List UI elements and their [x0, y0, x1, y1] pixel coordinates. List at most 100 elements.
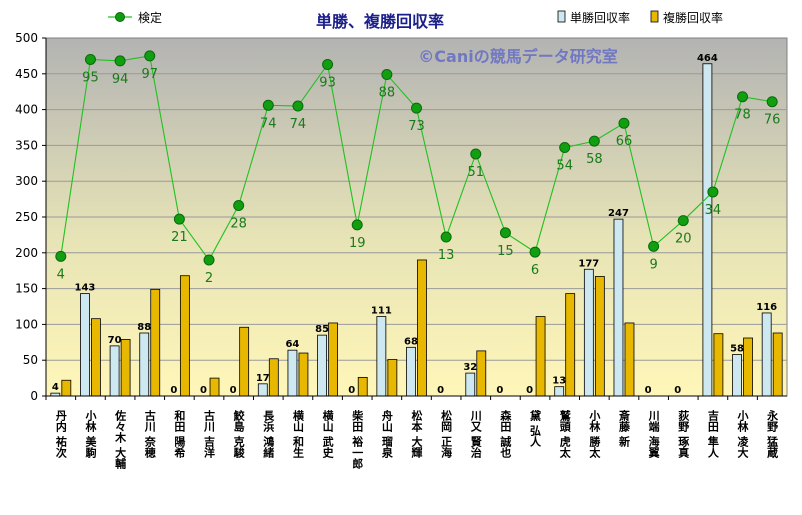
- bar-place: [417, 259, 427, 397]
- bar-win: [109, 345, 120, 397]
- line-point: [470, 148, 482, 160]
- bar-win: [554, 386, 565, 397]
- bar-place: [91, 318, 101, 397]
- bar-win: [139, 332, 150, 397]
- bar-win-data-label: 0: [526, 385, 533, 396]
- line-data-label: 2: [205, 271, 213, 286]
- bar-win-data-label: 68: [404, 336, 418, 347]
- x-tick-label: 和田 陽希: [173, 409, 187, 459]
- line-point: [618, 117, 630, 129]
- bar-win: [317, 334, 327, 397]
- line-data-label: 66: [616, 134, 633, 149]
- bar-win-data-label: 70: [108, 335, 122, 346]
- x-tick-label: 荻野 琢真: [677, 409, 690, 459]
- bar-win-data-label: 4: [52, 382, 59, 393]
- x-tick-label: 長浜 鴻緒: [262, 410, 275, 459]
- bar-win: [287, 349, 298, 397]
- y-tick-label: 250: [15, 210, 38, 224]
- y-tick-label: 450: [15, 67, 38, 81]
- chart-title: 単勝、複勝回収率: [316, 12, 444, 31]
- line-data-label: 73: [408, 119, 425, 134]
- bar-place: [565, 293, 576, 397]
- bar-win-data-label: 464: [697, 53, 718, 64]
- legend-item-win: 単勝回収率: [557, 10, 630, 25]
- line-data-label: 88: [379, 86, 396, 101]
- line-data-label: 9: [649, 257, 657, 272]
- line-data-label: 93: [319, 75, 336, 90]
- line-point: [588, 135, 600, 147]
- line-point: [440, 231, 452, 243]
- line-point: [351, 219, 363, 231]
- x-tick-label: 佐々木 大輔: [114, 409, 128, 470]
- bar-place: [150, 288, 161, 397]
- bar-place: [387, 359, 398, 397]
- bar-place: [624, 322, 635, 397]
- legend-swatch-place: [650, 10, 659, 23]
- line-point: [499, 227, 511, 239]
- x-tick-label: 横山 武史: [321, 409, 334, 459]
- x-tick-label: 吉田 隼人: [706, 409, 720, 458]
- x-tick-label: 鮫島 克駿: [232, 409, 245, 459]
- line-point: [529, 246, 541, 258]
- bar-win: [761, 312, 772, 397]
- bar-place: [61, 379, 72, 397]
- line-point: [737, 91, 749, 103]
- bar-win-data-label: 0: [496, 385, 503, 396]
- y-tick-label: 350: [15, 138, 38, 152]
- x-tick-label: 斎藤 新: [617, 409, 630, 448]
- bar-win-data-label: 247: [608, 208, 629, 219]
- line-point: [233, 200, 245, 212]
- line-point: [84, 53, 96, 65]
- line-point: [677, 215, 689, 227]
- bar-win: [80, 293, 90, 397]
- line-data-label: 51: [468, 165, 485, 180]
- y-tick-label: 200: [15, 246, 38, 260]
- line-data-label: 54: [556, 159, 573, 174]
- line-data-label: 13: [438, 248, 455, 263]
- x-tick-label: 小林 凌大: [736, 409, 750, 459]
- bar-win-data-label: 58: [730, 343, 744, 354]
- legend-line-marker: [115, 12, 125, 22]
- bar-place: [772, 332, 783, 397]
- line-data-label: 20: [675, 232, 692, 247]
- line-data-label: 78: [734, 108, 751, 123]
- y-tick-label: 300: [15, 174, 38, 188]
- grid-layer: [46, 73, 787, 361]
- bar-win-data-label: 88: [137, 322, 151, 333]
- bar-place: [743, 337, 753, 397]
- line-data-label: 97: [141, 67, 158, 82]
- x-tick-label: 森田 誠也: [499, 409, 512, 458]
- line-point: [292, 100, 304, 112]
- bar-win-data-label: 116: [756, 302, 777, 313]
- y-tick-label: 150: [15, 282, 38, 296]
- x-tick-label: 小林 美駒: [84, 409, 98, 459]
- x-tick-label: 松岡 正海: [440, 409, 453, 459]
- legend-swatch-win: [557, 10, 566, 23]
- line-point: [707, 186, 719, 198]
- bar-place: [179, 275, 190, 397]
- line-point: [381, 69, 393, 81]
- line-point: [262, 99, 274, 111]
- line-data-label: 6: [531, 263, 539, 278]
- bar-place: [268, 358, 279, 397]
- line-data-label: 58: [586, 152, 603, 167]
- line-data-label: 4: [57, 267, 65, 282]
- line-data-label: 74: [290, 117, 307, 132]
- bar-place: [476, 350, 487, 397]
- bar-win-data-label: 13: [552, 376, 566, 387]
- line-data-label: 76: [764, 113, 781, 128]
- legend-item-line: 検定: [108, 10, 162, 25]
- bar-win: [732, 354, 742, 397]
- x-tick-label: 永野 猛蔵: [766, 409, 780, 459]
- bar-win-data-label: 17: [256, 373, 270, 384]
- line-data-label: 28: [230, 217, 247, 232]
- line-point: [144, 50, 156, 62]
- y-tick-label: 0: [30, 389, 38, 403]
- bar-win: [583, 268, 594, 397]
- legend-label-line: 検定: [138, 10, 162, 25]
- bar-place: [594, 276, 605, 397]
- line-point: [559, 142, 571, 154]
- bar-win-data-label: 177: [578, 258, 599, 269]
- line-data-label: 74: [260, 116, 277, 131]
